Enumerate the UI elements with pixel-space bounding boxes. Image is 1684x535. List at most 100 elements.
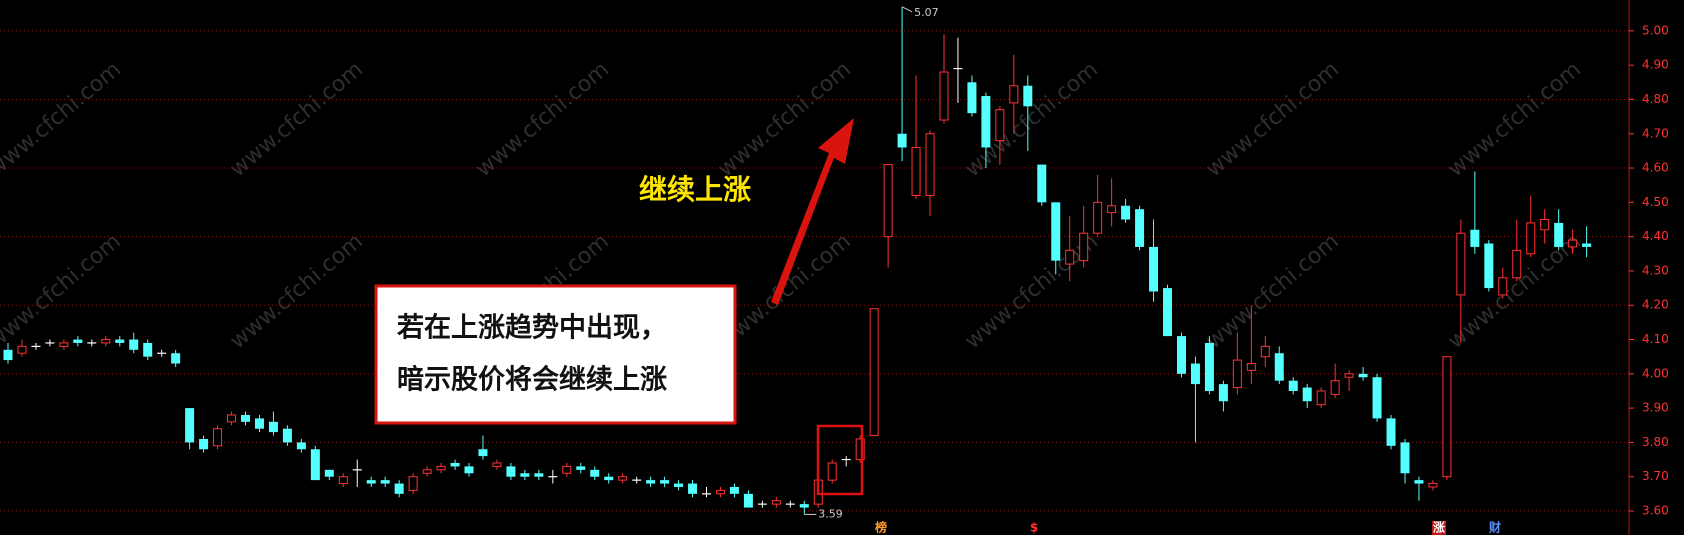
- candle-body: [1400, 442, 1410, 474]
- candle-body: [1218, 384, 1228, 402]
- marker: $: [1030, 521, 1038, 535]
- candle-body: [101, 339, 111, 344]
- candle-body: [1204, 342, 1214, 391]
- candle-body: [310, 449, 320, 481]
- candle-body: [1093, 201, 1103, 234]
- candle-body: [1009, 85, 1019, 104]
- y-tick-label: 4.30: [1642, 263, 1669, 277]
- candle-body: [618, 476, 628, 481]
- candle-body: [827, 462, 837, 481]
- candle-body: [967, 82, 977, 114]
- candle-body: [1330, 380, 1340, 395]
- candle-body: [1023, 85, 1033, 107]
- candle-body: [129, 339, 139, 350]
- candle-body: [1526, 222, 1536, 255]
- candle-body: [995, 109, 1005, 142]
- candle-body: [1414, 480, 1424, 484]
- candle-body: [1316, 390, 1326, 406]
- candle-body: [1302, 387, 1312, 402]
- candle-body: [464, 466, 474, 474]
- candle-body: [1288, 380, 1298, 391]
- candle-body: [674, 483, 684, 487]
- y-tick-label: 4.00: [1642, 366, 1669, 380]
- y-tick-label: 4.50: [1642, 195, 1669, 209]
- candle-body: [115, 339, 125, 343]
- candle-body: [213, 428, 223, 447]
- candle-body: [59, 342, 69, 347]
- candle-body: [366, 480, 376, 484]
- candle-body: [240, 414, 250, 422]
- candle-body: [1512, 249, 1522, 279]
- candle-body: [1176, 336, 1186, 374]
- candle-body: [1107, 205, 1117, 214]
- max-leader: [901, 6, 913, 13]
- y-tick-label: 3.60: [1642, 503, 1669, 517]
- candle-body: [576, 466, 586, 470]
- y-tick-label: 4.80: [1642, 92, 1669, 106]
- candle-body: [869, 308, 879, 437]
- candle-body: [1190, 363, 1200, 385]
- candle-body: [1568, 239, 1578, 248]
- candle-body: [143, 342, 153, 357]
- candle-body: [855, 438, 865, 461]
- candle-body: [1484, 243, 1494, 289]
- candle-body: [1540, 218, 1550, 231]
- candle-body: [1386, 418, 1396, 446]
- y-axis: 3.60 3.70 3.80 3.90 4.00 4.10 4.20 4.30 4.40 4.50…: [1629, 23, 1669, 517]
- candle-body: [1260, 345, 1270, 358]
- candle-body: [743, 493, 753, 508]
- candle-body: [911, 146, 921, 196]
- y-tick-label: 3.70: [1642, 469, 1669, 483]
- candle-body: [282, 428, 292, 443]
- candle-body: [925, 133, 935, 196]
- candle-body: [897, 133, 907, 148]
- y-tick-label: 4.70: [1642, 126, 1669, 140]
- y-tick-label: 4.90: [1642, 58, 1669, 72]
- candle-body: [1051, 202, 1061, 261]
- candle-body: [506, 466, 516, 477]
- candle-body: [436, 465, 446, 471]
- candle-body: [1163, 288, 1173, 337]
- candles: [3, 6, 1592, 515]
- y-tick-label: 3.90: [1642, 401, 1669, 415]
- candle-body: [562, 465, 572, 474]
- y-tick-label: 4.20: [1642, 298, 1669, 312]
- candle-body: [799, 504, 809, 508]
- candle-body: [646, 480, 656, 484]
- y-tick-label: 4.10: [1642, 332, 1669, 346]
- candle-body: [1582, 243, 1592, 247]
- markers: 榜 $ 涨 财: [875, 520, 1501, 535]
- arrow: [771, 118, 854, 305]
- y-tick-label: 4.60: [1642, 161, 1669, 175]
- candle-body: [1554, 222, 1564, 247]
- candle-body: [981, 96, 991, 148]
- candle-body: [171, 353, 181, 364]
- candle-body: [1442, 356, 1452, 478]
- note-line: 暗示股价将会继续上涨: [397, 364, 667, 396]
- marker: 榜: [875, 520, 887, 535]
- candle-body: [338, 476, 348, 485]
- candle-body: [1274, 353, 1284, 381]
- y-tick-label: 5.00: [1642, 23, 1669, 37]
- candle-body: [408, 476, 418, 491]
- candle-body: [660, 480, 670, 484]
- candle-body: [1470, 229, 1480, 247]
- note-line: 若在上涨趋势中出现，: [397, 313, 667, 344]
- candle-body: [1372, 377, 1382, 419]
- candle-body: [688, 483, 698, 494]
- candle-body: [883, 164, 893, 238]
- candle-body: [1358, 373, 1368, 378]
- candle-body: [1428, 483, 1438, 488]
- marker: 涨: [1433, 520, 1445, 535]
- candle-body: [1344, 373, 1354, 378]
- highlight-box: [816, 424, 864, 496]
- candle-body: [1246, 363, 1256, 371]
- candle-body: [1079, 232, 1089, 262]
- y-tick-label: 3.80: [1642, 435, 1669, 449]
- candle-body: [254, 418, 264, 429]
- candle-body: [771, 500, 781, 505]
- note-box: [374, 284, 737, 425]
- candle-body: [1456, 232, 1466, 296]
- candle-body: [1232, 359, 1242, 389]
